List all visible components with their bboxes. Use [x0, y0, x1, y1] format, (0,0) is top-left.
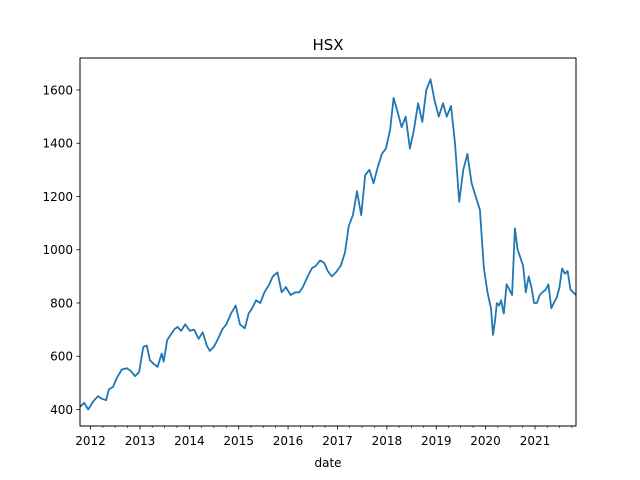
y-tick-label: 600	[50, 350, 73, 364]
plot-frame	[79, 57, 577, 427]
y-tick-label: 1200	[42, 190, 73, 204]
y-tick-label: 1400	[42, 137, 73, 151]
plot-area	[79, 78, 577, 411]
x-tick-label: 2014	[174, 434, 205, 448]
x-tick-label: 2015	[223, 434, 254, 448]
x-tick-label: 2013	[125, 434, 156, 448]
x-tick-label: 2017	[322, 434, 353, 448]
y-tick-label: 800	[50, 296, 73, 310]
y-tick-label: 400	[50, 403, 73, 417]
x-tick-label: 2019	[421, 434, 452, 448]
x-tick-label: 2018	[372, 434, 403, 448]
y-tick-label: 1000	[42, 243, 73, 257]
y-axis: 400 600 800 1000 1200 1400 1600	[42, 83, 80, 417]
x-tick-label: 2020	[470, 434, 501, 448]
x-tick-label: 2012	[75, 434, 106, 448]
x-tick-label: 2016	[273, 434, 304, 448]
x-axis: 2012 2013 2014 2015 2016 2017 2018 2019 2020 2021	[75, 426, 573, 448]
x-axis-label: date	[314, 456, 341, 470]
y-tick-label: 1600	[42, 83, 73, 97]
series-line	[79, 78, 577, 411]
x-tick-label: 2021	[520, 434, 551, 448]
chart-title: HSX	[312, 36, 343, 54]
